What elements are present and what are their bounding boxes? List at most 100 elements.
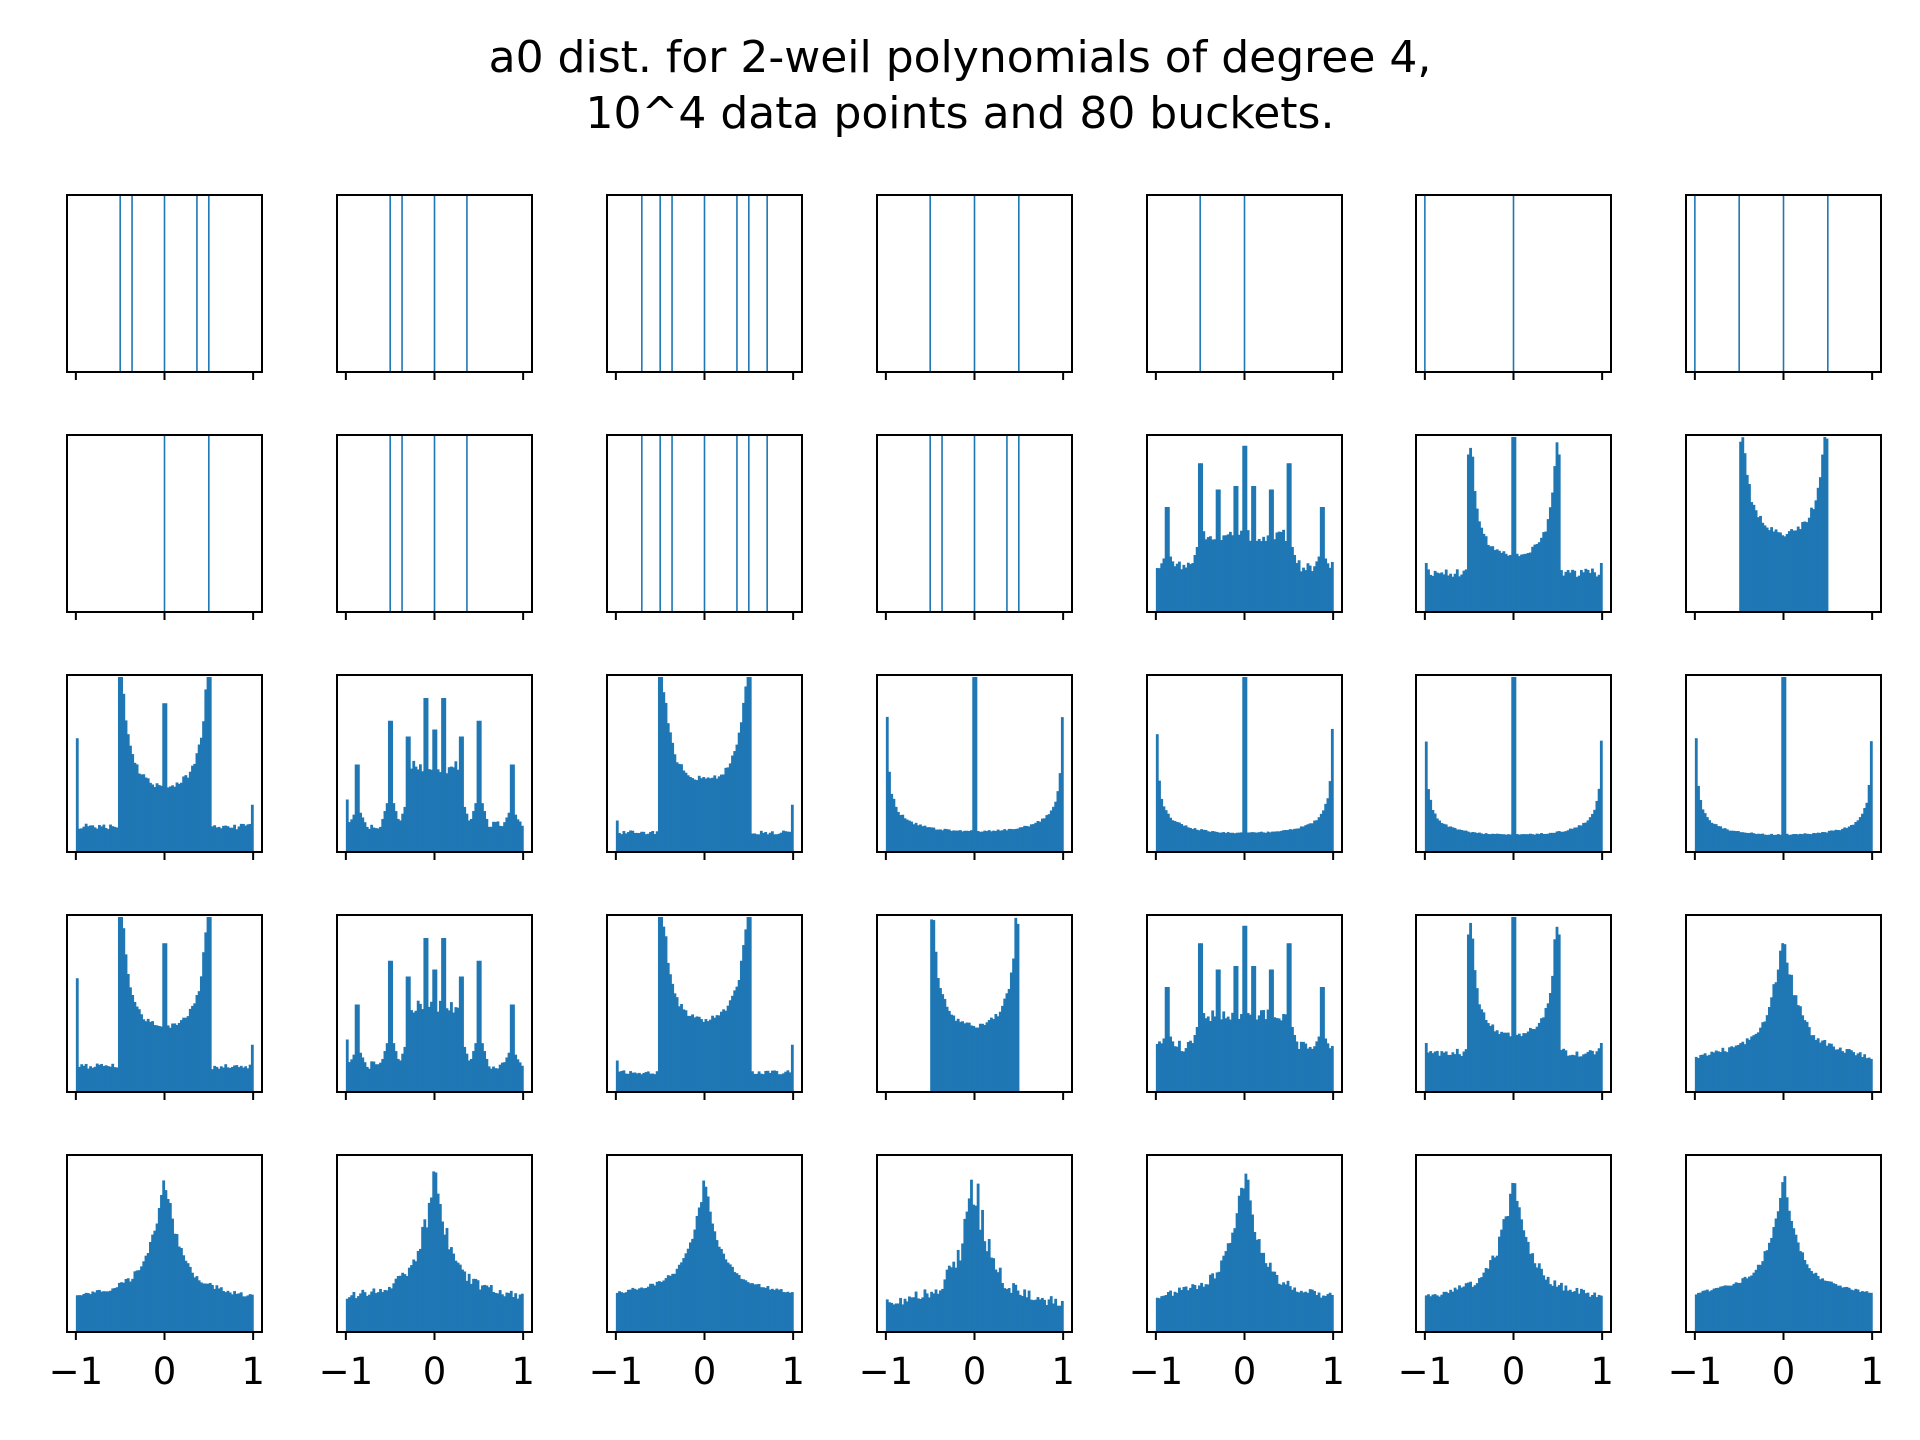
histogram-bar: [416, 1250, 420, 1332]
histogram-bar: [1286, 943, 1290, 1092]
histogram-bar: [1473, 1285, 1477, 1332]
histogram-bar: [742, 1279, 745, 1332]
histogram-bar: [954, 1020, 958, 1092]
histogram-bar: [1431, 575, 1435, 612]
histogram-bar: [104, 1291, 108, 1332]
histogram-bar: [1253, 1231, 1257, 1332]
histogram-bar: [1787, 834, 1791, 852]
histogram-bar: [1453, 573, 1457, 612]
histogram-bar: [111, 1063, 115, 1092]
histogram-bar: [1699, 1292, 1703, 1332]
histogram-bar: [1253, 486, 1257, 612]
histogram-bar: [151, 784, 155, 852]
histogram-bar: [1482, 1272, 1486, 1332]
histogram-bar: [677, 763, 681, 852]
histogram-bar: [1750, 1036, 1754, 1092]
histogram-bar: [1166, 987, 1170, 1092]
histogram-bar: [1535, 543, 1539, 612]
histogram-bar: [233, 1291, 237, 1332]
histogram-bar: [990, 1257, 993, 1332]
histogram-bar: [1517, 556, 1521, 612]
histogram-bar: [1279, 1020, 1283, 1092]
histogram-bar: [1231, 535, 1235, 612]
histogram-bar: [1756, 517, 1760, 612]
histogram-bar: [206, 917, 210, 1092]
histogram-bar: [1206, 831, 1210, 852]
histogram-bar: [461, 1269, 464, 1332]
histogram-bar: [1427, 569, 1430, 612]
histogram-bar: [476, 1280, 480, 1332]
histogram-bar: [1237, 534, 1241, 612]
histogram-bar: [1315, 561, 1319, 612]
histogram-bar: [421, 1226, 425, 1332]
histogram-bar: [1288, 829, 1292, 852]
histogram-bar: [1021, 827, 1024, 852]
histogram-bar: [1438, 820, 1441, 852]
histogram-bar: [1286, 463, 1290, 612]
histogram-bar: [790, 1292, 794, 1332]
histogram-bar: [1455, 829, 1459, 852]
histogram-bar: [1721, 1286, 1725, 1332]
histogram-bar: [1155, 1297, 1159, 1332]
histogram-panel: [1415, 674, 1612, 860]
histogram-bar: [487, 1287, 491, 1332]
histogram-bar: [1166, 507, 1170, 612]
histogram-bar: [1794, 1234, 1798, 1332]
histogram-bar: [1562, 575, 1566, 612]
histogram-bar: [1171, 1295, 1175, 1332]
histogram-bar: [1464, 830, 1468, 852]
histogram-bar: [1266, 535, 1270, 612]
histogram-bar: [1562, 1290, 1566, 1332]
histogram-bar: [405, 1276, 409, 1332]
histogram-bar: [1794, 995, 1798, 1092]
histogram-bar: [1579, 570, 1583, 612]
histogram-bar: [242, 1296, 245, 1332]
histogram-bar: [1869, 1058, 1873, 1092]
histogram-bar: [102, 824, 106, 852]
histogram-bar: [1242, 925, 1246, 1092]
histogram-bar: [722, 1009, 726, 1092]
histogram-bar: [983, 1241, 987, 1332]
histogram-bar: [1193, 1035, 1197, 1092]
histogram-bar: [1495, 549, 1499, 612]
histogram-bar: [1759, 1264, 1762, 1332]
histogram-bar: [1282, 529, 1285, 612]
histogram-bar: [1444, 1051, 1448, 1092]
histogram-bar: [1506, 834, 1510, 852]
histogram-bar: [1286, 1280, 1290, 1332]
histogram-bar: [947, 1265, 951, 1332]
histogram-bar: [1286, 829, 1290, 852]
histogram-bar: [1211, 1010, 1215, 1092]
histogram-bar: [412, 1012, 416, 1092]
histogram-bar: [348, 1062, 351, 1092]
histogram-bar: [726, 767, 730, 852]
histogram-bar: [675, 762, 679, 852]
histogram-bar: [1464, 569, 1468, 612]
histogram-bar: [1317, 556, 1321, 612]
histogram-bar: [418, 1003, 422, 1092]
histogram-bar: [496, 1293, 500, 1332]
histogram-bar: [1591, 1050, 1594, 1092]
histogram-bar: [700, 778, 703, 852]
histogram-bar: [1016, 923, 1020, 1092]
histogram-bar: [1869, 741, 1873, 852]
histogram-bar: [1562, 1048, 1566, 1092]
histogram-bar: [1792, 834, 1796, 852]
histogram-bar: [941, 994, 945, 1092]
histogram-bar: [1326, 1294, 1330, 1332]
histogram-bar: [1814, 833, 1818, 852]
histogram-bar: [657, 917, 661, 1092]
histogram-bar: [1202, 531, 1206, 612]
histogram-bar: [941, 830, 945, 852]
histogram-bar: [1226, 534, 1230, 612]
histogram-bar: [483, 811, 487, 852]
histogram-bar: [237, 1293, 241, 1332]
histogram-bar: [1761, 1261, 1765, 1332]
histogram-bar: [890, 793, 894, 852]
histogram-bar: [1036, 1297, 1040, 1332]
histogram-bar: [651, 830, 655, 852]
histogram-bar: [1007, 988, 1011, 1092]
histogram-bar: [345, 1039, 349, 1092]
histogram-bar: [204, 1283, 208, 1332]
histogram-bar: [921, 826, 925, 852]
